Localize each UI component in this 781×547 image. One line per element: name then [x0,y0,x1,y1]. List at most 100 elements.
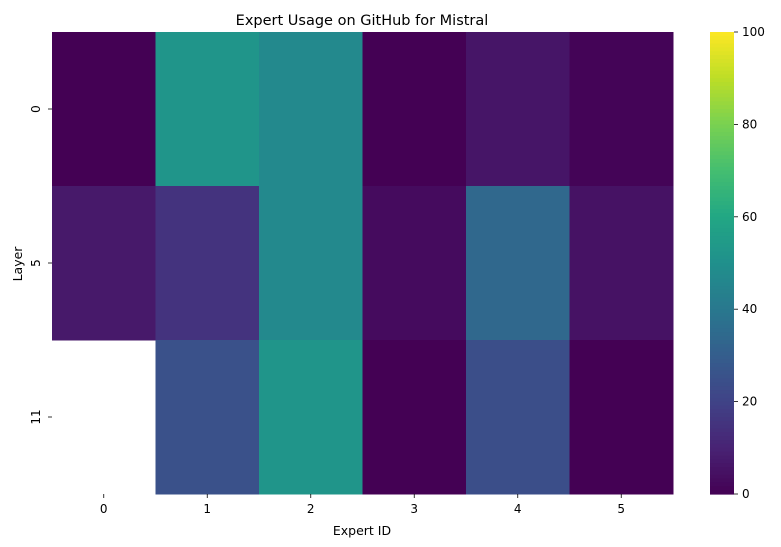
colorbar-band [710,66,734,72]
colorbar-band [710,459,734,464]
x-tick-label: 4 [514,502,522,516]
colorbar-band [710,32,734,37]
heatmap-cell [155,340,260,495]
colorbar-band [710,359,734,364]
colorbar-band [710,467,734,472]
colorbar-band [710,186,734,191]
colorbar-band [710,405,734,410]
colorbar-band [710,220,734,226]
colorbar-tick-label: 100 [742,25,765,39]
colorbar-band [710,236,734,241]
colorbar-band [710,474,734,480]
colorbar-band [710,305,734,310]
colorbar-tick-label: 40 [742,302,757,316]
colorbar-band [710,128,734,133]
colorbar-band [710,443,734,449]
colorbar-band [710,451,734,457]
x-tick-label: 2 [307,502,315,516]
heatmap-cell [466,32,570,187]
colorbar-band [710,189,734,195]
colorbar-band [710,243,734,249]
colorbar-band [710,97,734,102]
colorbar-band [710,432,734,437]
colorbar-band [710,270,734,276]
colorbar-band [710,393,734,399]
colorbar-band [710,374,734,380]
heatmap-cell [259,186,363,341]
colorbar-band [710,455,734,460]
colorbar-band [710,201,734,206]
colorbar-band [710,274,734,279]
colorbar-band [710,155,734,160]
heatmap-cell [259,340,363,495]
colorbar-band [710,266,734,272]
colorbar-band [710,428,734,433]
y-tick-label: 0 [29,105,43,113]
colorbar-band [710,209,734,214]
colorbar-band [710,420,734,426]
heatmap-cells [52,32,674,495]
colorbar-band [710,55,734,60]
colorbar-band [710,85,734,91]
colorbar-band [710,482,734,487]
colorbar-band [710,174,734,179]
heatmap-cell [569,340,674,495]
colorbar-band [710,417,734,422]
heatmap-cell [155,32,260,187]
colorbar-band [710,139,734,145]
colorbar-band [710,336,734,341]
colorbar-band [710,486,734,491]
colorbar-band [710,239,734,245]
colorbar-band [710,43,734,48]
colorbar-band [710,259,734,264]
colorbar-band [710,347,734,353]
heatmap-cell [466,340,570,495]
colorbar-band [710,355,734,360]
colorbar-band [710,182,734,187]
colorbar-band [710,401,734,407]
colorbar-band [710,70,734,75]
colorbar-band [710,463,734,468]
colorbar-band [710,293,734,299]
colorbar-band [710,178,734,183]
colorbar-band [710,82,734,87]
y-axis-label: Layer [10,246,25,282]
colorbar-ticks: 0 20 40 60 80 100 [734,25,765,501]
colorbar-band [710,332,734,337]
colorbar-band [710,263,734,268]
colorbar-band [710,124,734,129]
colorbar-band [710,447,734,453]
colorbar-band [710,228,734,233]
colorbar-band [710,424,734,430]
colorbar-band [710,289,734,295]
colorbar-band [710,109,734,114]
colorbar-band [710,316,734,322]
colorbar-band [710,370,734,376]
colorbar-band [710,74,734,79]
x-tick-label: 3 [410,502,418,516]
colorbar-band [710,278,734,283]
colorbar [710,32,734,495]
colorbar-band [710,135,734,141]
colorbar-band [710,247,734,253]
heatmap-cell [362,32,467,187]
heatmap-cell [362,340,467,495]
colorbar-band [710,382,734,387]
colorbar-band [710,93,734,99]
colorbar-band [710,251,734,256]
colorbar-band [710,366,734,372]
heatmap-cell [52,32,156,187]
x-tick-label: 1 [203,502,211,516]
colorbar-band [710,301,734,306]
colorbar-band [710,309,734,314]
colorbar-band [710,328,734,333]
colorbar-tick-label: 80 [742,117,757,131]
colorbar-band [710,205,734,210]
heatmap-cell [466,186,570,341]
colorbar-band [710,224,734,229]
colorbar-band [710,343,734,349]
colorbar-band [710,58,734,64]
colorbar-band [710,159,734,164]
colorbar-band [710,470,734,476]
